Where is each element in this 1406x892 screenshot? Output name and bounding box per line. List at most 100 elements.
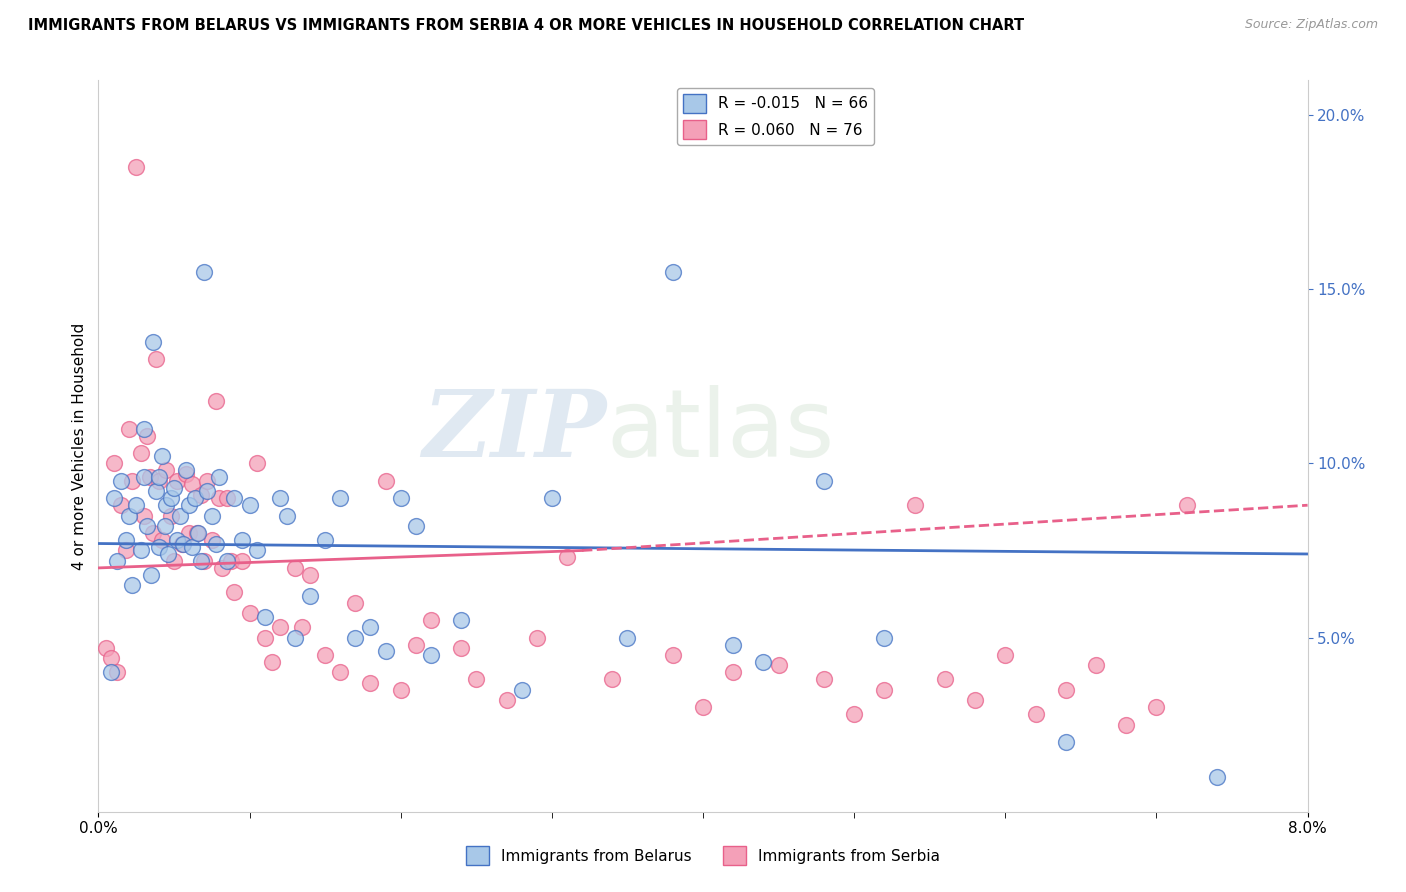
Point xyxy=(450,613,472,627)
Point xyxy=(314,648,336,662)
Point xyxy=(195,484,218,499)
Point xyxy=(994,648,1017,662)
Point xyxy=(344,596,367,610)
Point xyxy=(526,631,548,645)
Point xyxy=(135,519,157,533)
Point xyxy=(965,693,987,707)
Point xyxy=(420,613,443,627)
Point xyxy=(844,707,866,722)
Legend: R = -0.015   N = 66, R = 0.060   N = 76: R = -0.015 N = 66, R = 0.060 N = 76 xyxy=(676,88,875,145)
Point xyxy=(465,673,488,687)
Point xyxy=(201,508,224,523)
Point xyxy=(163,554,186,568)
Point xyxy=(193,265,215,279)
Point xyxy=(145,484,167,499)
Point xyxy=(153,519,176,533)
Point xyxy=(1025,707,1047,722)
Point xyxy=(150,533,173,547)
Point xyxy=(125,161,148,175)
Point xyxy=(160,508,183,523)
Point xyxy=(174,467,197,481)
Point xyxy=(269,620,291,634)
Point xyxy=(299,589,322,603)
Point xyxy=(187,526,209,541)
Point xyxy=(616,631,638,645)
Point xyxy=(100,651,122,665)
Point xyxy=(94,640,117,655)
Point xyxy=(201,533,224,547)
Point xyxy=(661,265,683,279)
Point xyxy=(813,474,835,488)
Point xyxy=(103,457,125,471)
Point xyxy=(145,351,167,366)
Point xyxy=(132,470,155,484)
Point xyxy=(208,491,231,506)
Point xyxy=(166,474,188,488)
Point xyxy=(314,533,336,547)
Point xyxy=(510,682,533,697)
Point xyxy=(723,665,745,680)
Point xyxy=(262,655,284,669)
Point xyxy=(329,491,352,506)
Point xyxy=(374,644,396,658)
Point xyxy=(193,554,215,568)
Legend: Immigrants from Belarus, Immigrants from Serbia: Immigrants from Belarus, Immigrants from… xyxy=(460,840,946,871)
Point xyxy=(661,648,683,662)
Point xyxy=(1085,658,1108,673)
Point xyxy=(186,526,208,541)
Point xyxy=(148,470,170,484)
Point xyxy=(284,631,307,645)
Point xyxy=(231,554,253,568)
Point xyxy=(1115,717,1137,731)
Point xyxy=(284,561,307,575)
Point xyxy=(602,673,624,687)
Point xyxy=(221,554,243,568)
Point xyxy=(118,421,141,435)
Point xyxy=(160,491,183,506)
Point xyxy=(121,474,143,488)
Point xyxy=(246,457,269,471)
Point xyxy=(389,682,412,697)
Point xyxy=(181,477,204,491)
Point xyxy=(142,526,165,541)
Point xyxy=(181,540,204,554)
Point xyxy=(121,578,143,592)
Point xyxy=(190,488,212,502)
Point xyxy=(344,631,367,645)
Point xyxy=(129,446,152,460)
Point xyxy=(1054,735,1077,749)
Point xyxy=(150,450,173,464)
Point xyxy=(174,463,197,477)
Point xyxy=(211,561,233,575)
Text: IMMIGRANTS FROM BELARUS VS IMMIGRANTS FROM SERBIA 4 OR MORE VEHICLES IN HOUSEHOL: IMMIGRANTS FROM BELARUS VS IMMIGRANTS FR… xyxy=(28,18,1024,33)
Point xyxy=(205,393,228,408)
Point xyxy=(934,673,956,687)
Point xyxy=(195,474,218,488)
Point xyxy=(813,673,835,687)
Point xyxy=(179,526,201,541)
Point xyxy=(253,609,276,624)
Point xyxy=(215,491,238,506)
Point xyxy=(495,693,517,707)
Point xyxy=(148,474,170,488)
Point xyxy=(269,491,291,506)
Point xyxy=(723,638,745,652)
Point xyxy=(215,554,238,568)
Point xyxy=(1054,682,1077,697)
Point xyxy=(873,631,896,645)
Y-axis label: 4 or more Vehicles in Household: 4 or more Vehicles in Household xyxy=(72,322,87,570)
Point xyxy=(329,665,352,680)
Point xyxy=(110,498,132,512)
Point xyxy=(224,585,246,599)
Point xyxy=(246,543,269,558)
Point xyxy=(692,700,714,714)
Point xyxy=(103,491,125,506)
Text: atlas: atlas xyxy=(606,385,835,477)
Text: ZIP: ZIP xyxy=(422,386,606,476)
Point xyxy=(135,428,157,442)
Point xyxy=(205,536,228,550)
Point xyxy=(141,567,163,582)
Point xyxy=(904,498,927,512)
Point xyxy=(139,470,162,484)
Point xyxy=(105,554,128,568)
